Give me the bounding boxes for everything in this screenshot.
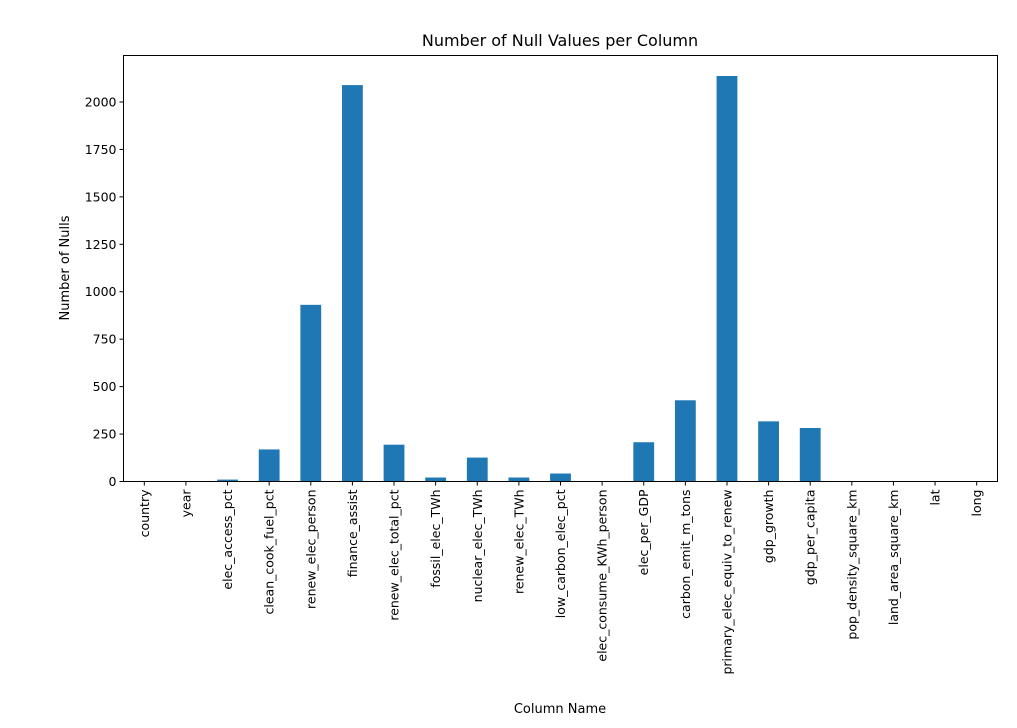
x-axis: country year elec_access_pct clean_cook_fue…	[137, 482, 984, 675]
bar-renew_elec_total_pct	[384, 445, 405, 482]
x-tick-label: long	[969, 490, 984, 517]
y-axis-label: Number of Nulls	[58, 215, 73, 320]
y-axis: 0 250 500 750 1000 1250 1500 1750 2000	[85, 94, 124, 489]
x-tick-label: fossil_elec_TWh	[428, 490, 443, 588]
x-tick-label: gdp_per_capita	[803, 490, 818, 586]
bar-renew_elec_TWh	[508, 478, 529, 482]
x-tick-label: elec_consume_KWh_person	[595, 490, 610, 662]
y-tick-label: 1750	[85, 142, 117, 157]
bar-finance_assist	[342, 85, 363, 481]
x-tick-label: elec_access_pct	[220, 489, 235, 589]
y-tick-label: 1250	[85, 237, 117, 252]
x-tick-label: pop_density_square_km	[844, 490, 859, 640]
bar-primary_elec_equiv_to_renew	[717, 76, 738, 482]
plot-frame	[124, 56, 998, 482]
x-tick-label: clean_cook_fuel_pct	[262, 489, 277, 614]
bar-fossil_elec_TWh	[425, 478, 446, 482]
x-tick-label: low_carbon_elec_pct	[553, 489, 568, 618]
bar-carbon_emit_m_tons	[675, 400, 696, 481]
y-tick-label: 0	[109, 474, 117, 489]
bar-clean_cook_fuel_pct	[259, 449, 280, 481]
y-tick-label: 2000	[85, 94, 117, 109]
bar-low_carbon_elec_pct	[550, 474, 571, 482]
y-tick-label: 750	[93, 332, 117, 347]
x-tick-label: renew_elec_total_pct	[387, 489, 402, 620]
x-tick-label: primary_elec_equiv_to_renew	[719, 490, 734, 675]
x-tick-label: lat	[928, 489, 943, 505]
x-tick-label: gdp_growth	[761, 490, 776, 564]
bar-nuclear_elec_TWh	[467, 458, 488, 482]
x-tick-label: nuclear_elec_TWh	[470, 490, 485, 603]
bar-renew_elec_person	[300, 305, 321, 482]
x-tick-label: land_area_square_km	[886, 490, 901, 626]
x-tick-label: elec_per_GDP	[636, 489, 651, 575]
bars-group	[217, 76, 987, 482]
y-tick-label: 250	[93, 427, 117, 442]
x-tick-label: finance_assist	[345, 489, 360, 577]
bar-gdp_per_capita	[800, 428, 821, 482]
x-tick-label: renew_elec_TWh	[511, 490, 526, 595]
y-tick-label: 1500	[85, 189, 117, 204]
x-axis-label: Column Name	[514, 702, 606, 717]
x-tick-label: country	[137, 489, 152, 537]
x-tick-label: carbon_emit_m_tons	[678, 490, 693, 619]
x-tick-label: year	[178, 489, 193, 518]
bar-elec_per_GDP	[633, 442, 654, 481]
y-tick-label: 1000	[85, 284, 117, 299]
x-tick-label: renew_elec_person	[303, 490, 318, 609]
chart-title: Number of Null Values per Column	[422, 31, 698, 50]
bar-gdp_growth	[758, 421, 779, 481]
y-tick-label: 500	[93, 379, 117, 394]
